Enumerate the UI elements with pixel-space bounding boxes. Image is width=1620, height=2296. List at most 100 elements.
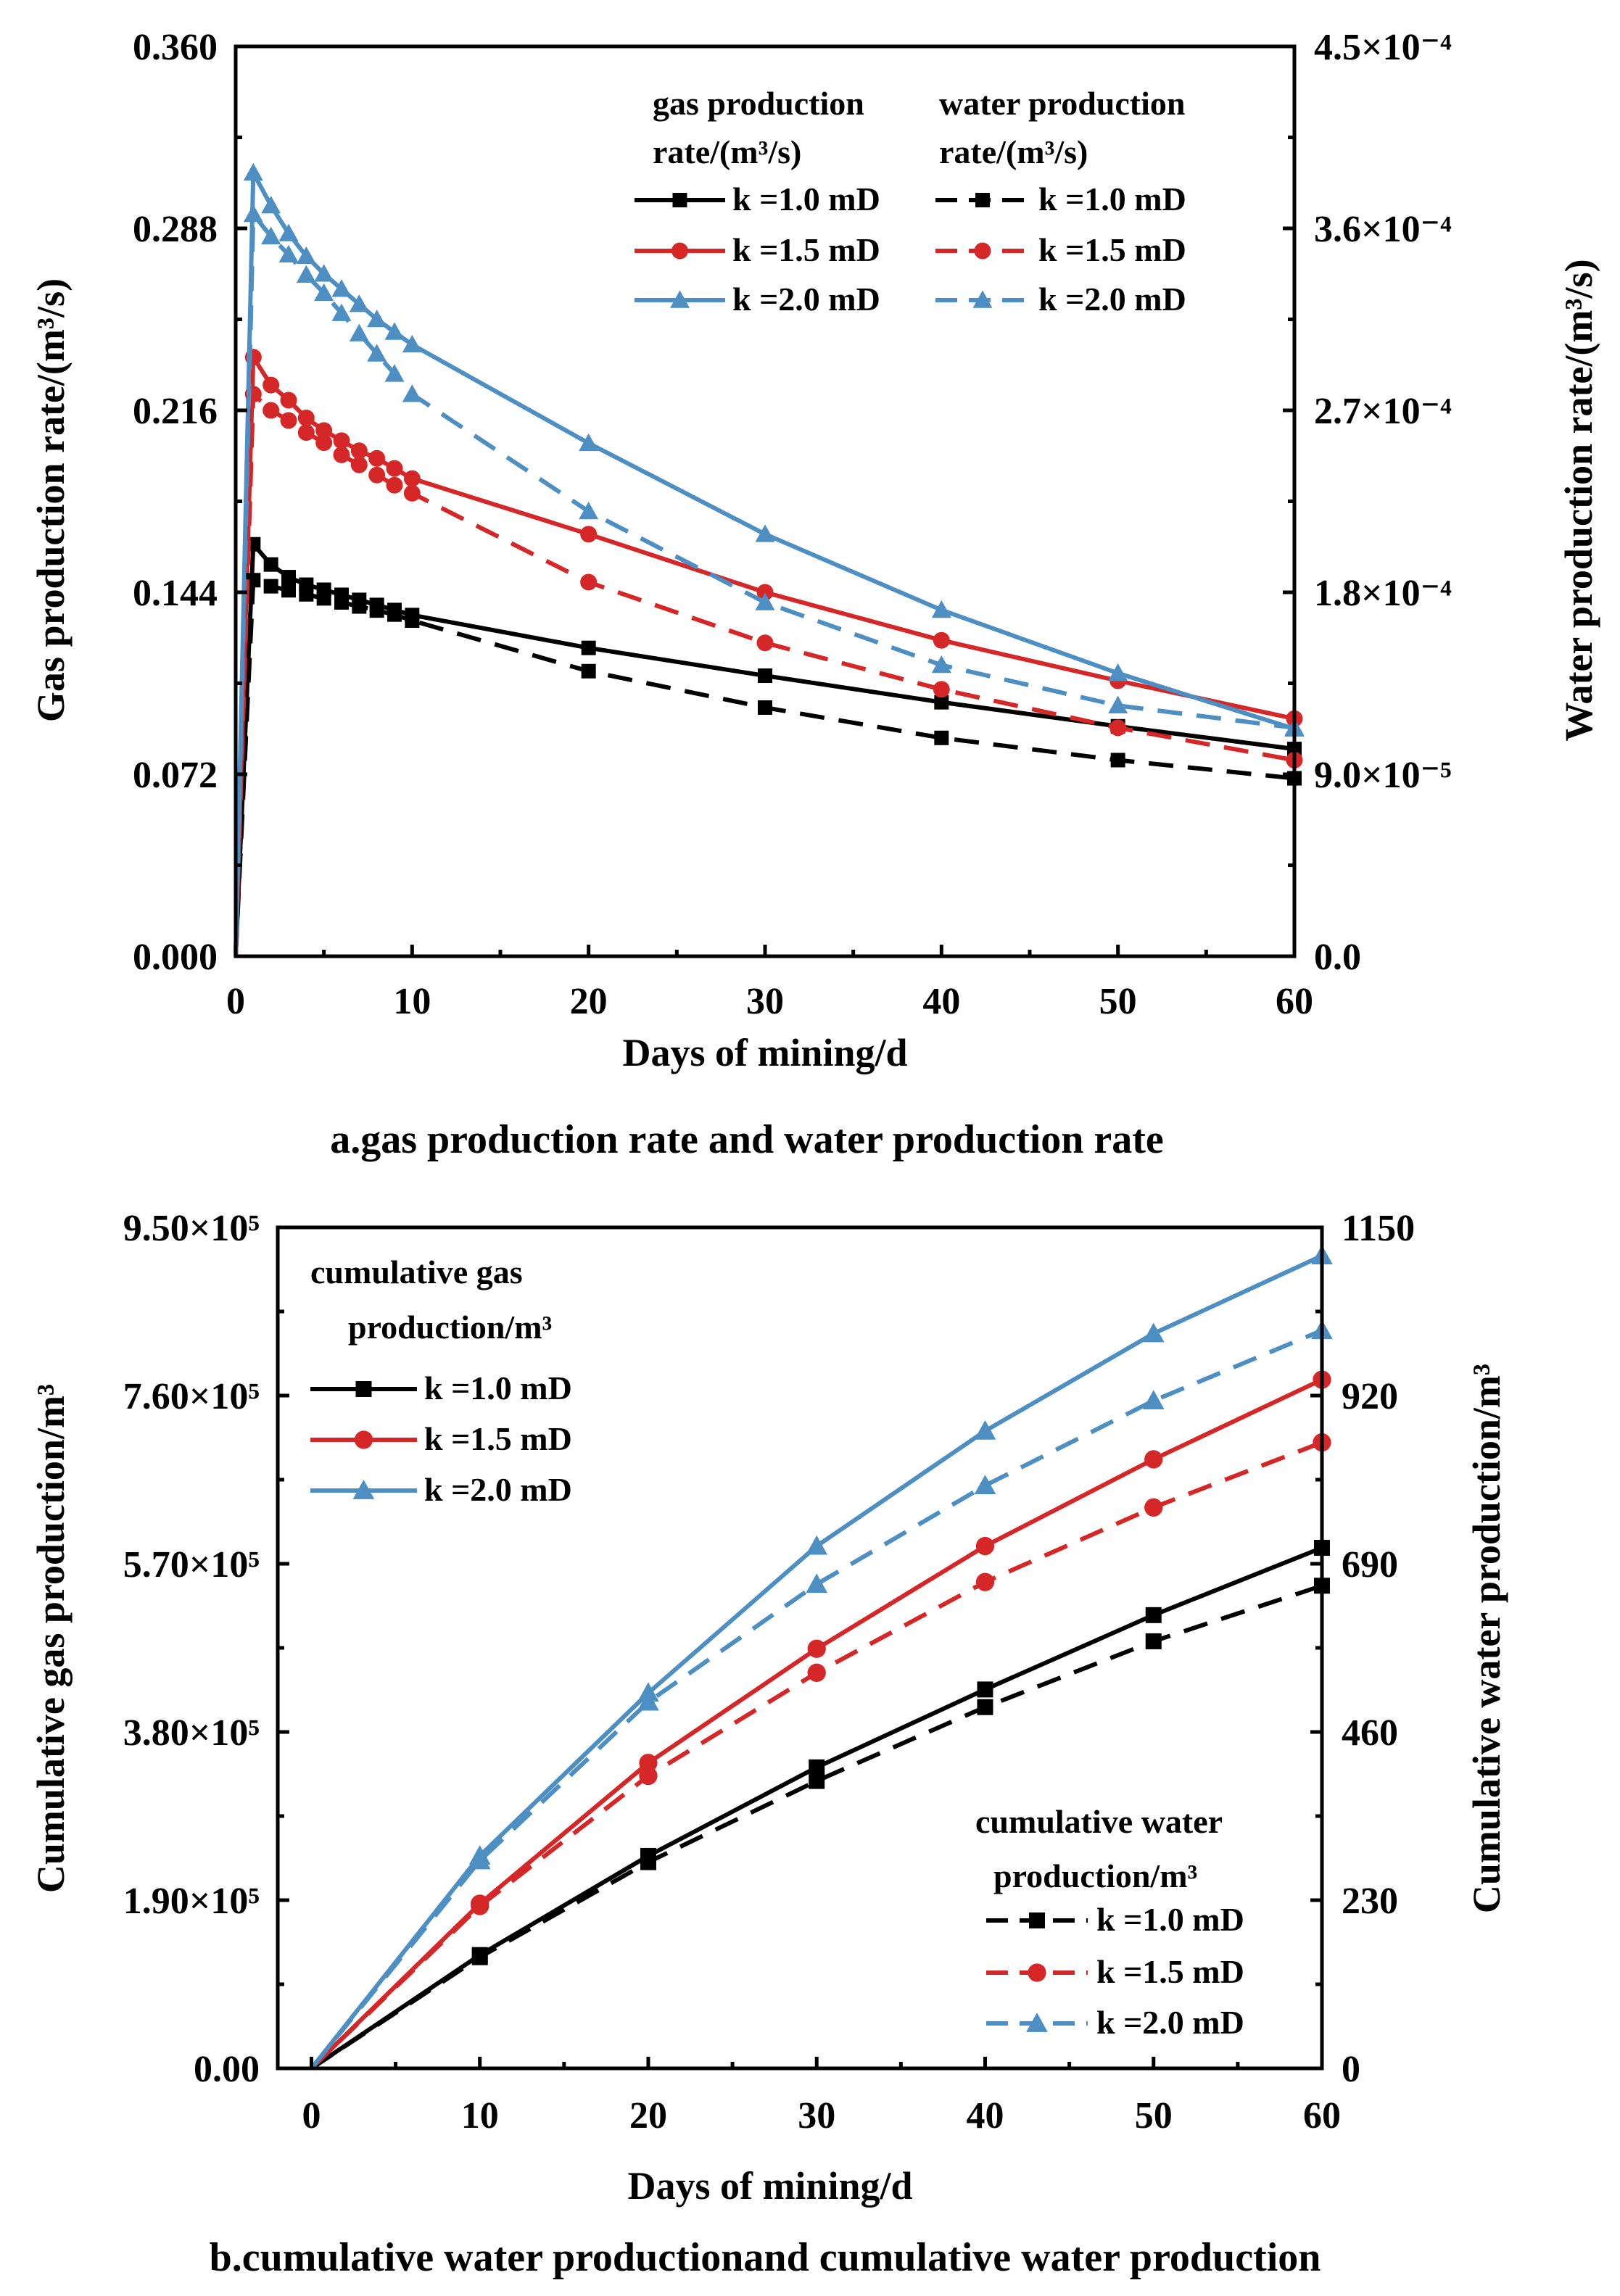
data-point-gas-0: [809, 1759, 825, 1775]
series-gas-line-0: [234, 542, 1295, 957]
legend-a-water-title-line2: rate/(m³/s): [939, 133, 1088, 170]
data-point-water-3: [263, 579, 278, 594]
data-point-water-3: [299, 587, 314, 602]
y-left-tick-label: 0.144: [133, 573, 218, 614]
x-tick-label: 20: [570, 981, 608, 1022]
legend-label-gas-1: k =1.5 mD: [732, 231, 880, 268]
legend-a-gas-title-line1: gas production: [653, 85, 864, 122]
x-tick-label: 10: [461, 2095, 499, 2137]
data-point-gas-1: [315, 422, 333, 439]
legend-b-water-title-line1: cumulative water: [975, 1803, 1223, 1840]
legend-marker-gas-0: [672, 193, 687, 207]
legend-label-water-3: k =1.0 mD: [1096, 1901, 1244, 1938]
data-point-water-4: [368, 466, 386, 484]
data-point-water-4: [315, 434, 333, 452]
data-point-gas-2: [296, 246, 316, 265]
data-point-water-4: [471, 1897, 489, 1915]
x-tick-label: 60: [1276, 981, 1313, 1022]
data-point-water-5: [637, 1691, 659, 1711]
data-point-gas-1: [386, 460, 403, 477]
y-right-tick-label: 4.5×10⁻⁴: [1314, 27, 1452, 68]
data-point-gas-1: [368, 449, 386, 467]
series-water-line-5: [234, 212, 1295, 957]
legend-marker-gas-1: [671, 242, 688, 260]
data-point-gas-1: [350, 442, 368, 460]
panel-b-caption: b.cumulative water productionand cumulat…: [210, 2235, 1321, 2280]
data-point-water-3: [471, 1949, 488, 1965]
panel-a-ticks: 0 10 20 30 40 50 60 0.000 0.0 0.072 9.0×10⁻⁵ 0.144 1…: [133, 27, 1452, 1022]
panel-a-y-right-axis-title: Water production rate/(m³/s): [1557, 259, 1600, 741]
data-point-water-5: [384, 364, 405, 382]
data-point-water-4: [933, 681, 950, 698]
data-point-water-5: [1108, 695, 1128, 713]
legend-label-gas-2: k =2.0 mD: [732, 281, 880, 318]
data-point-gas-2: [806, 1535, 828, 1555]
panel-b-legend: cumulative gas production/m³ cumulative …: [310, 1253, 1244, 2041]
panel-b-y-right-axis-title: Cumulative water production/m³: [1465, 1364, 1508, 1913]
data-point-water-4: [1144, 1498, 1163, 1517]
data-point-gas-1: [975, 1536, 995, 1556]
y-left-tick-label: 5.70×10⁵: [123, 1544, 260, 1586]
legend-marker-water-5: [1026, 2013, 1048, 2032]
data-point-gas-1: [807, 1639, 826, 1658]
panel-a-chart: 0 10 20 30 40 50 60 0.000 0.0 0.072 9.0×10⁻⁵ 0.144 1…: [29, 27, 1600, 1162]
x-tick-label: 40: [922, 981, 960, 1022]
data-point-water-5: [349, 323, 369, 341]
y-right-tick-label: 460: [1342, 1712, 1398, 1754]
data-point-water-5: [806, 1573, 828, 1593]
data-point-gas-0: [581, 640, 596, 655]
y-left-tick-label: 0.000: [133, 937, 218, 978]
data-point-water-3: [809, 1773, 825, 1789]
data-point-water-4: [386, 476, 403, 494]
panel-b-ticks: 0 10 20 30 40 50 60 0.00 0 1.90×10⁵ 230 3.80×10⁵ 460…: [123, 1208, 1415, 2137]
panel-a-y-left-axis-title: Gas production rate/(m³/s): [29, 278, 73, 722]
data-point-water-4: [403, 484, 421, 502]
data-point-gas-0: [263, 557, 278, 572]
legend-marker-water-4: [1028, 1963, 1046, 1982]
data-point-gas-1: [263, 376, 280, 394]
data-point-water-5: [468, 1849, 491, 1870]
legend-b-water-title-line2: production/m³: [993, 1857, 1197, 1894]
data-point-water-5: [367, 344, 387, 362]
data-point-gas-0: [977, 1681, 993, 1698]
data-point-water-5: [755, 592, 775, 610]
data-point-gas-1: [1144, 1450, 1163, 1469]
y-right-tick-label: 0: [1342, 2049, 1360, 2090]
data-point-water-3: [1110, 753, 1125, 768]
data-point-water-4: [639, 1766, 658, 1786]
data-point-gas-1: [933, 631, 950, 649]
x-tick-label: 30: [746, 981, 784, 1022]
series-gas-line-1: [234, 355, 1295, 957]
data-point-water-3: [758, 700, 772, 715]
legend-a-water-title-line1: water production: [939, 85, 1185, 122]
data-point-gas-0: [281, 570, 296, 585]
legend-label-water-4: k =1.5 mD: [1038, 231, 1186, 268]
y-left-tick-label: 9.50×10⁵: [123, 1208, 260, 1249]
legend-marker-gas-2: [670, 290, 690, 308]
legend-marker-water-5: [972, 290, 993, 308]
data-point-gas-1: [639, 1754, 658, 1773]
x-tick-label: 50: [1135, 2095, 1173, 2137]
y-right-tick-label: 0.0: [1314, 937, 1361, 978]
data-point-water-3: [977, 1699, 993, 1715]
data-point-water-3: [405, 613, 420, 629]
x-tick-label: 0: [302, 2095, 321, 2137]
legend-label-gas-0: k =1.0 mD: [424, 1369, 572, 1406]
panel-b-x-axis-title: Days of mining/d: [627, 2164, 912, 2208]
data-point-water-3: [246, 573, 261, 588]
panel-a-legend: gas production rate/(m³/s) water product…: [635, 85, 1186, 318]
data-point-gas-2: [331, 279, 352, 297]
data-point-gas-2: [243, 162, 263, 181]
data-point-water-4: [263, 402, 280, 419]
data-point-water-4: [580, 573, 598, 591]
data-point-water-4: [807, 1663, 826, 1682]
data-point-gas-1: [280, 391, 297, 409]
data-point-gas-1: [333, 432, 350, 449]
legend-label-water-4: k =1.5 mD: [1096, 1953, 1244, 1990]
x-tick-label: 0: [226, 981, 245, 1022]
data-point-gas-2: [278, 223, 299, 241]
y-right-tick-label: 3.6×10⁻⁴: [1314, 209, 1452, 250]
legend-label-water-5: k =2.0 mD: [1096, 2004, 1244, 2041]
y-right-tick-label: 690: [1342, 1544, 1398, 1586]
